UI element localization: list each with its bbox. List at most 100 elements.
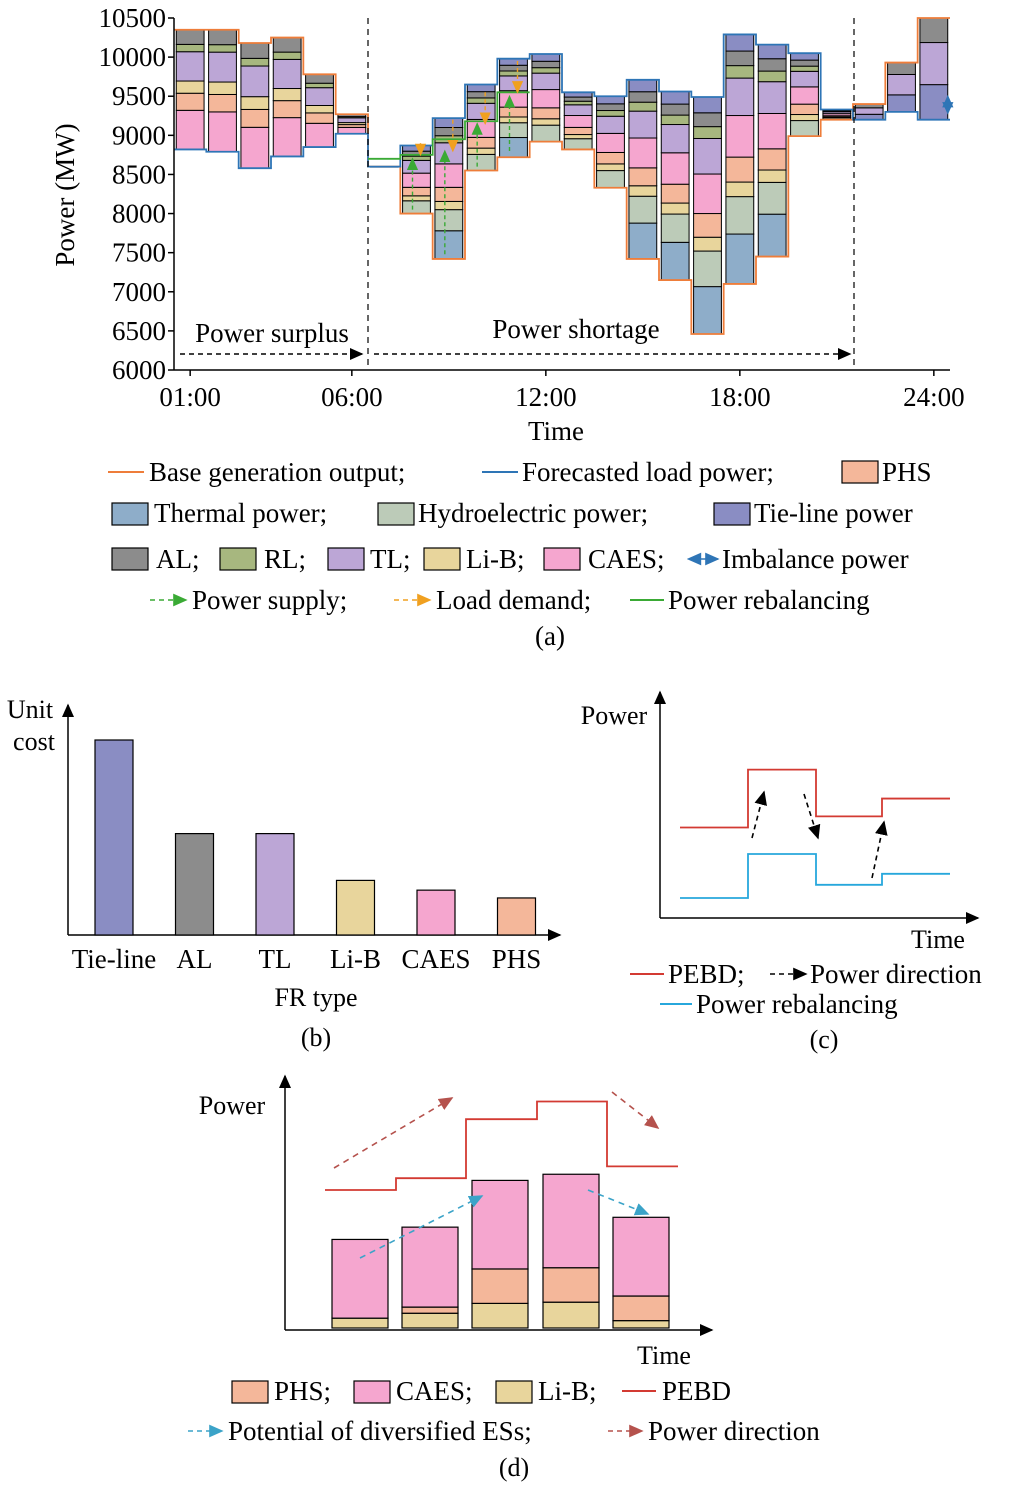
- legend-imbalance-label: Imbalance power: [722, 544, 909, 574]
- x-tick-label: 24:00: [903, 382, 965, 412]
- panel-b: Unit cost Tie-line AL TL Li-B CAES PHS FR typ…: [7, 695, 562, 1052]
- panel-a: 6000 6500 7000 7500 8000 8500 9000 9500 10000 105…: [50, 3, 965, 651]
- panel-d-pebd-line: [325, 1100, 678, 1191]
- legend-rebal-label: Power rebalancing: [668, 585, 870, 615]
- es-segment-lib: [612, 1320, 670, 1329]
- stack-segment-tl: [240, 65, 270, 98]
- panel-c-direction-arrow-3: [871, 820, 888, 879]
- panel-d-legend-caes-swatch: [353, 1380, 391, 1404]
- stack-segment-caes: [660, 152, 690, 185]
- legend-al-swatch: [111, 547, 149, 571]
- cost-bar-label: Li-B: [330, 944, 381, 974]
- x-tick-label: 06:00: [321, 382, 383, 412]
- stack-segment-phs: [175, 92, 205, 111]
- stack-segment-tie: [790, 52, 819, 61]
- panel-d-caption: (d): [499, 1453, 529, 1482]
- stack-segment-al: [596, 103, 625, 112]
- y-tick-label: 8500: [112, 159, 166, 189]
- panel-c-lines: [680, 768, 950, 899]
- stack-segment-rl: [402, 155, 431, 161]
- stack-segment-caes: [305, 122, 334, 148]
- stack-segment-caes: [693, 173, 722, 215]
- stack-segment-rl: [305, 82, 334, 89]
- panel-c-legend-rebal: Power rebalancing: [696, 989, 898, 1019]
- stack-segment-tl: [208, 51, 237, 83]
- legend-caes-swatch: [543, 547, 581, 571]
- stack-segment-al: [563, 96, 593, 102]
- stack-segment-rl: [660, 114, 690, 126]
- panel-c-xlabel: Time: [911, 925, 965, 954]
- stack-segment-lib: [725, 181, 755, 198]
- panel-a-legend: Base generation output; Forecasted load …: [108, 457, 932, 651]
- cost-bar-phs: [496, 897, 537, 936]
- stack-segment-al: [725, 50, 755, 67]
- legend-tie-label: Tie-line power: [754, 498, 913, 528]
- stack-segment-phs: [531, 107, 561, 120]
- stack-segment-phs: [693, 213, 722, 238]
- stack-segment-hydro: [402, 200, 431, 215]
- stack-segment-tl: [272, 58, 302, 90]
- legend-thermal-label: Thermal power;: [154, 498, 327, 528]
- y-tick-label: 6500: [112, 316, 166, 346]
- stack-segment-rl: [272, 51, 302, 60]
- stack-segment-al: [240, 42, 270, 59]
- stack-segment-al: [628, 91, 658, 103]
- panel-d-legend-phs: PHS;: [274, 1376, 331, 1406]
- stack-segment-al: [499, 64, 528, 72]
- panel-b-xlabel: FR type: [274, 983, 357, 1012]
- es-segment-phs: [542, 1267, 600, 1303]
- panel-b-ylabel-line1: Unit: [7, 695, 54, 724]
- stack-segment-tl: [854, 107, 884, 115]
- panel-d-bars: [331, 1173, 670, 1329]
- stack-segment-lib: [531, 118, 561, 126]
- stack-segment-hydro: [563, 138, 593, 150]
- x-tick-label: 01:00: [159, 382, 221, 412]
- legend-rl-label: RL;: [264, 544, 306, 574]
- panel-c-ylabel: Power: [581, 701, 648, 730]
- stack-segment-phs: [499, 106, 528, 118]
- stack-segment-tie: [887, 94, 916, 113]
- cost-bar-li-b: [335, 879, 376, 936]
- stack-segment-lib: [757, 169, 787, 183]
- legend-hydro-swatch: [377, 502, 415, 526]
- stack-segment-caes: [757, 112, 787, 150]
- stack-segment-rl: [628, 101, 658, 112]
- legend-tie-swatch: [713, 502, 751, 526]
- stack-segment-rl: [693, 126, 722, 139]
- cost-bar-tl: [255, 832, 295, 936]
- legend-demand-label: Load demand;: [436, 585, 591, 615]
- panel-c-legend-dir: Power direction: [810, 959, 982, 989]
- stack-segment-al: [175, 29, 205, 45]
- panel-b-caption: (b): [301, 1023, 331, 1052]
- stack-segment-lib: [660, 202, 690, 215]
- stack-segment-phs: [757, 148, 787, 171]
- y-tick-label: 10000: [99, 42, 167, 72]
- cost-bar-label: CAES: [401, 944, 470, 974]
- stack-segment-rl: [563, 100, 593, 106]
- forecast-load-line: [174, 33, 950, 170]
- stack-segment-lib: [563, 134, 593, 140]
- es-segment-phs: [401, 1306, 459, 1314]
- panel-b-ylabel-line2: cost: [13, 727, 56, 756]
- stack-segment-hydro: [660, 213, 690, 243]
- legend-tl-swatch: [327, 547, 365, 571]
- stack-segment-lib: [693, 236, 722, 252]
- stack-segment-tl: [337, 117, 367, 124]
- stack-segment-caes: [175, 109, 205, 150]
- stack-segment-tl: [725, 77, 755, 117]
- base-generation-line: [174, 17, 950, 335]
- stack-segment-rl: [596, 110, 625, 117]
- es-segment-caes: [401, 1226, 459, 1308]
- legend-hydro-label: Hydroelectric power;: [418, 498, 648, 528]
- panel-d-direction-arrow-up: [333, 1097, 454, 1169]
- stack-segment-lib: [596, 163, 625, 172]
- panel-c-caption: (c): [810, 1025, 839, 1054]
- es-segment-caes: [612, 1216, 670, 1297]
- cost-bar-al: [174, 832, 215, 936]
- stack-segment-rl: [466, 97, 496, 104]
- stack-segment-phs: [240, 108, 270, 128]
- legend-phs-label: PHS: [882, 457, 932, 487]
- panel-c-legend-pebd: PEBD;: [668, 959, 745, 989]
- stack-segment-tl: [499, 75, 528, 92]
- y-tick-label: 9000: [112, 120, 166, 150]
